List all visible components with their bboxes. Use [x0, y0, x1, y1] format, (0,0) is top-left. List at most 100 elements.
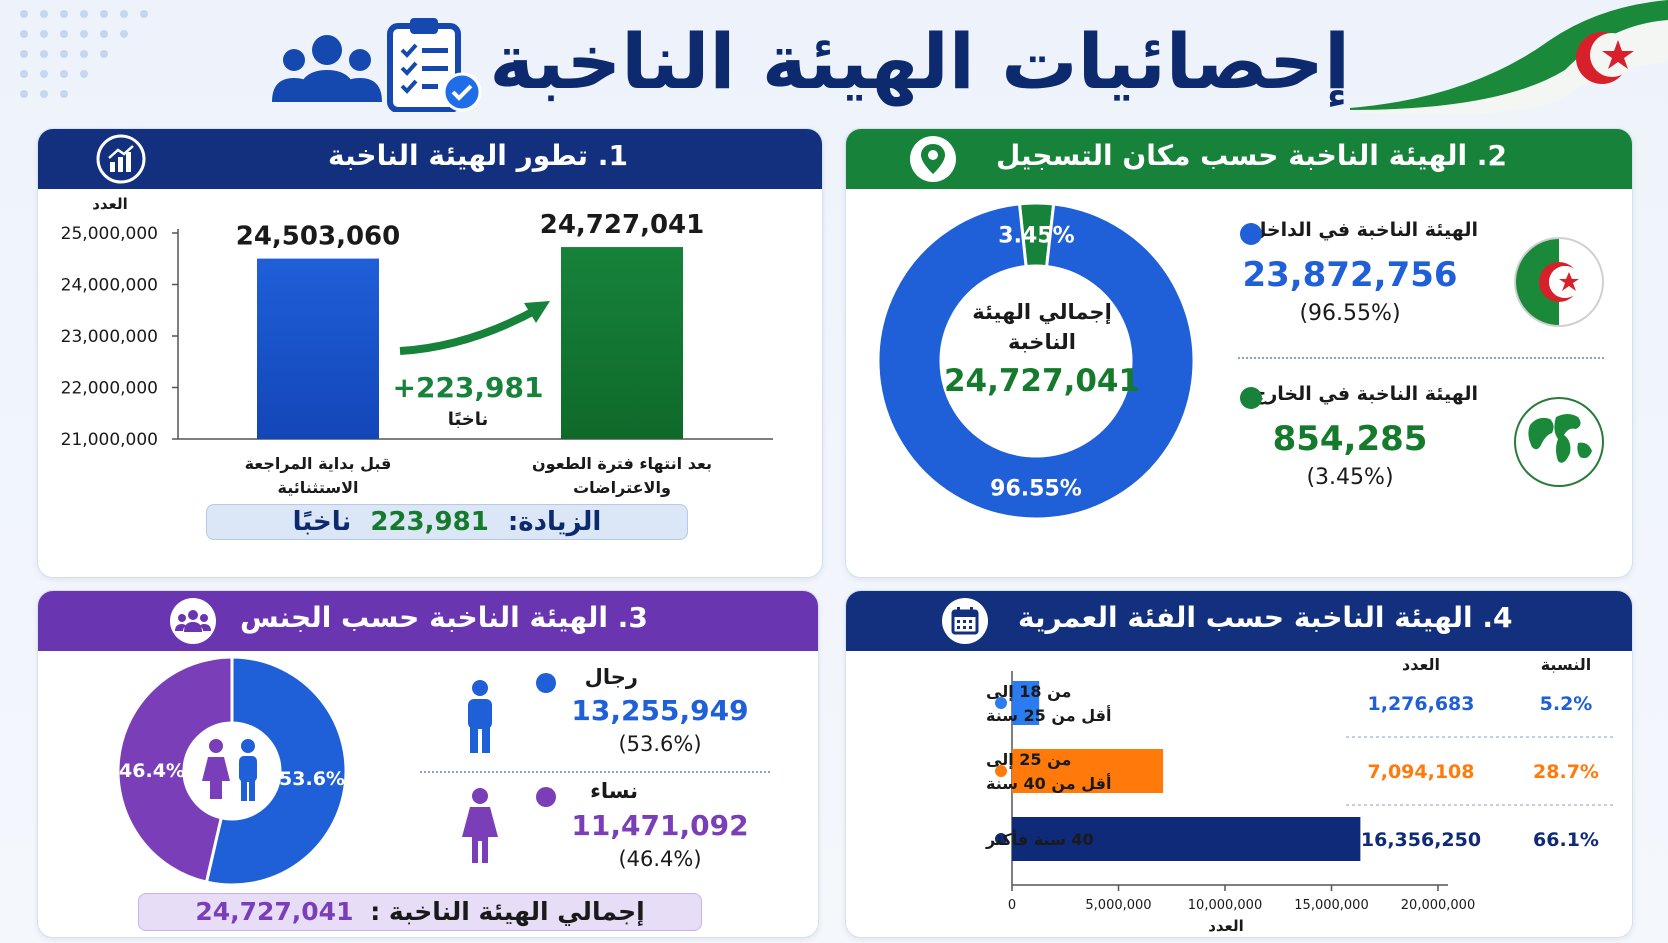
panel-header: 2. الهيئة الناخبة حسب مكان التسجيل: [846, 129, 1632, 189]
slice-label-women: 46.4%: [119, 760, 185, 782]
bar: [1012, 681, 1040, 725]
column-pct-header: النسبة: [1540, 655, 1592, 674]
donut-center-value: 24,727,041: [943, 363, 1141, 399]
percent-value: 66.1%: [1533, 829, 1599, 851]
panel-header: 1. تطور الهيئة الناخبة: [38, 129, 822, 189]
calendar-icon: [942, 598, 988, 644]
slice-label-men: 53.6%: [279, 768, 345, 790]
panel-header: 3. الهيئة الناخبة حسب الجنس: [38, 591, 818, 651]
inside-label: الهيئة الناخبة في الداخل: [1249, 219, 1478, 241]
people-icon: [170, 598, 216, 644]
x-category-label: قبل بداية المراجعة: [245, 454, 392, 473]
arrow-unit-label: ناخبًا: [448, 409, 489, 430]
outside-legend-dot: [1240, 387, 1262, 409]
panel-registration-place: 2. الهيئة الناخبة حسب مكان التسجيل 3.45%…: [845, 128, 1633, 578]
increase-label: الزيادة:: [507, 507, 602, 537]
women-value: 11,471,092: [571, 809, 749, 842]
panel-title: 2. الهيئة الناخبة حسب مكان التسجيل: [996, 139, 1507, 172]
growth-chart-icon: [96, 134, 146, 184]
panel-electorate-evolution: 1. تطور الهيئة الناخبة العدد 21,000,000 22…: [37, 128, 823, 578]
bar: [561, 247, 683, 439]
percent-value: 5.2%: [1540, 693, 1593, 715]
x-tick-label: 20,000,000: [1401, 898, 1475, 913]
panel-title: 3. الهيئة الناخبة حسب الجنس: [240, 601, 648, 634]
donut-slice-men: [204, 655, 348, 887]
separator: [420, 771, 770, 773]
panel-title: 1. تطور الهيئة الناخبة: [328, 139, 628, 172]
donut-center-label: إجمالي الهيئة الناخبة: [972, 300, 1112, 354]
count-value: 1,276,683: [1368, 693, 1475, 715]
women-pct: (46.4%): [618, 847, 702, 871]
x-tick-label: 15,000,000: [1294, 898, 1368, 913]
x-axis-label: العدد: [1208, 917, 1244, 935]
slice-label-outside: 3.45%: [998, 224, 1074, 249]
bar-chart-evolution: العدد 21,000,000 22,000,000 23,000,000 24,00…: [61, 195, 773, 497]
outside-pct: (3.45%): [1306, 465, 1394, 490]
category-dot: [995, 697, 1007, 709]
man-icon: [468, 680, 492, 753]
gender-total: إجمالي الهيئة الناخبة : 24,727,041: [138, 893, 702, 931]
percent-value: 28.7%: [1533, 761, 1599, 783]
donut-slice-inside: [876, 202, 1196, 521]
increase-value: 223,981: [370, 507, 489, 537]
y-tick-label: 24,000,000: [61, 276, 158, 296]
globe-icon: [1514, 397, 1604, 487]
men-label: رجال: [584, 665, 638, 689]
women-label: نساء: [590, 779, 638, 803]
inside-value: 23,872,756: [1242, 255, 1458, 295]
separator: [1238, 357, 1604, 359]
arrow-value-label: +223,981: [393, 371, 544, 404]
algeria-flag-icon: [1350, 0, 1668, 116]
men-value: 13,255,949: [571, 694, 749, 727]
increase-arrow-head: [524, 301, 550, 323]
man-woman-icon: [202, 739, 257, 801]
donut-chart-gender: 53.6% 46.4%: [116, 655, 348, 887]
women-legend-dot: [536, 787, 556, 807]
increase-arrow: [399, 305, 540, 355]
page-header: إحصائيات الهيئة الناخبة: [0, 0, 1668, 122]
donut-slice-women: [116, 655, 234, 884]
total-label: إجمالي الهيئة الناخبة :: [370, 897, 645, 926]
clipboard-check-icon: [387, 18, 482, 112]
bar-value-label: 24,727,041: [540, 210, 704, 240]
y-tick-label: 23,000,000: [61, 327, 158, 347]
x-tick-label: 5,000,000: [1085, 898, 1151, 913]
men-legend-dot: [536, 673, 556, 693]
x-tick-label: 0: [1008, 898, 1016, 913]
outside-value: 854,285: [1272, 419, 1428, 459]
count-value: 16,356,250: [1361, 829, 1481, 851]
hbar-chart-age: 0 5,000,000 10,000,000 15,000,000 20,000,000…: [985, 671, 1616, 935]
y-tick-label: 21,000,000: [61, 430, 158, 450]
column-count-header: العدد: [1402, 655, 1440, 674]
panel-title: 4. الهيئة الناخبة حسب الفئة العمرية: [1018, 601, 1513, 634]
bar-value-label: 24,503,060: [236, 222, 400, 252]
increase-unit: ناخبًا: [292, 507, 352, 537]
men-pct: (53.6%): [618, 732, 702, 756]
panel-gender: 3. الهيئة الناخبة حسب الجنس 53.6% 46.4% ر…: [37, 590, 819, 938]
bar: [1012, 817, 1361, 861]
outside-label: الهيئة الناخبة في الخارج: [1252, 383, 1478, 405]
category-label: أقل من 40 سنة: [986, 773, 1112, 793]
page-title: إحصائيات الهيئة الناخبة: [489, 17, 1350, 106]
y-axis-label: العدد: [92, 195, 128, 213]
panel-header: 4. الهيئة الناخبة حسب الفئة العمرية: [846, 591, 1632, 651]
woman-icon: [462, 788, 498, 863]
inside-pct: (96.55%): [1299, 301, 1401, 326]
y-tick-label: 25,000,000: [61, 224, 158, 244]
x-category-label: بعد انتهاء فترة الطعون: [532, 454, 712, 473]
category-label: من 18 إلى: [986, 682, 1071, 701]
inside-legend-dot: [1240, 223, 1262, 245]
group-people-icon: [272, 35, 382, 102]
x-category-label: والاعتراضات: [573, 478, 671, 497]
location-pin-icon: [910, 136, 956, 182]
x-tick-label: 10,000,000: [1188, 898, 1262, 913]
bar: [257, 258, 379, 439]
decorative-dots: [20, 10, 148, 98]
total-value: 24,727,041: [195, 897, 354, 926]
slice-label-inside: 96.55%: [990, 477, 1082, 502]
y-tick-label: 22,000,000: [61, 379, 158, 399]
category-dot: [995, 765, 1007, 777]
category-label: 40 سنة فأكثر: [985, 829, 1094, 849]
bar: [1012, 749, 1164, 793]
category-dot: [995, 833, 1007, 845]
